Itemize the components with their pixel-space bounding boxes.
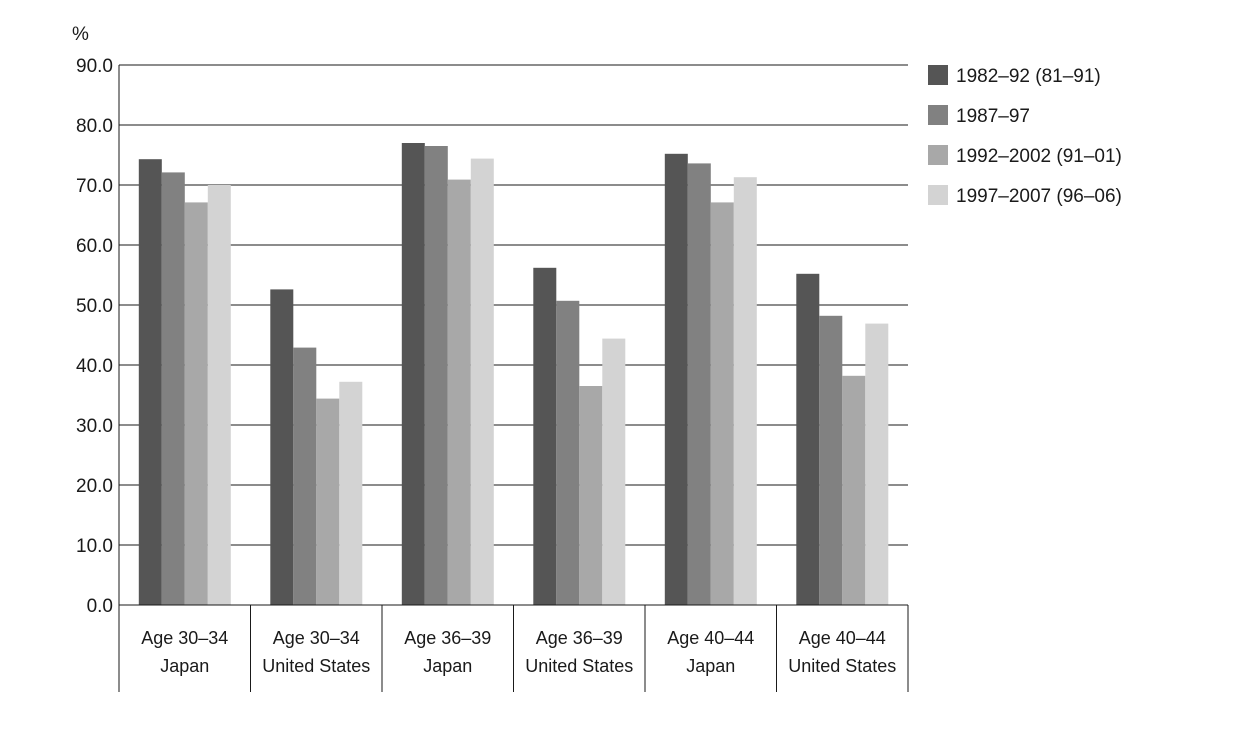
legend-label: 1982–92 (81–91) [956, 66, 1101, 87]
category-label-line1: Age 30–34 [273, 628, 360, 648]
y-tick-labels: 0.0 10.0 20.0 30.0 40.0 50.0 60.0 70.0 80.0 90.0 [76, 56, 113, 617]
y-tick-label: 20.0 [76, 476, 113, 497]
bar [842, 375, 866, 605]
bar [401, 143, 425, 605]
category-label-line2: United States [262, 656, 370, 676]
legend-swatch [928, 185, 948, 205]
gridlines [119, 64, 908, 546]
category-label-line1: Age 36–39 [404, 628, 491, 648]
bar [207, 185, 231, 605]
bar [161, 172, 185, 605]
bar [687, 163, 711, 605]
bar [865, 323, 889, 605]
y-tick-label: 70.0 [76, 176, 113, 197]
bar [710, 202, 734, 605]
legend-swatch [928, 105, 948, 125]
y-tick-label: 50.0 [76, 296, 113, 317]
y-tick-label: 30.0 [76, 416, 113, 437]
legend-swatch [928, 65, 948, 85]
category-label-line2: Japan [686, 656, 735, 676]
legend-label: 1992–2002 (91–01) [956, 146, 1122, 167]
category-label-line2: Japan [423, 656, 472, 676]
y-tick-label: 60.0 [76, 236, 113, 257]
bar [819, 315, 843, 605]
category-label-line2: United States [525, 656, 633, 676]
y-tick-label: 40.0 [76, 356, 113, 377]
bar [447, 179, 471, 605]
bar [556, 300, 580, 605]
bar [138, 159, 162, 605]
bar [184, 202, 208, 605]
bar [316, 398, 340, 605]
category-label-line1: Age 36–39 [536, 628, 623, 648]
bar [796, 273, 820, 605]
y-tick-label: 80.0 [76, 116, 113, 137]
y-tick-label: 90.0 [76, 56, 113, 77]
bar [293, 347, 317, 605]
legend-label: 1997–2007 (96–06) [956, 186, 1122, 207]
bar [270, 289, 294, 605]
bars [138, 143, 889, 606]
category-label-line1: Age 40–44 [799, 628, 886, 648]
bar [602, 338, 626, 605]
legend-label: 1987–97 [956, 106, 1030, 127]
bar [579, 386, 603, 605]
bar [733, 177, 757, 605]
y-tick-label: 10.0 [76, 536, 113, 557]
category-label-line2: Japan [160, 656, 209, 676]
category-labels: Age 30–34 Japan Age 30–34 United States Age … [141, 628, 896, 676]
bar [533, 267, 557, 605]
category-label-line2: United States [788, 656, 896, 676]
legend: 1982–92 (81–91) 1987–97 1992–2002 (91–01) 1… [928, 65, 1122, 207]
y-axis-unit-label: % [72, 24, 89, 45]
bar [339, 381, 363, 605]
bar [424, 146, 448, 605]
legend-swatch [928, 145, 948, 165]
bar [664, 153, 688, 606]
category-label-line1: Age 40–44 [667, 628, 754, 648]
y-tick-label: 0.0 [87, 596, 113, 617]
axes [118, 65, 909, 692]
bar [470, 158, 494, 605]
category-label-line1: Age 30–34 [141, 628, 228, 648]
